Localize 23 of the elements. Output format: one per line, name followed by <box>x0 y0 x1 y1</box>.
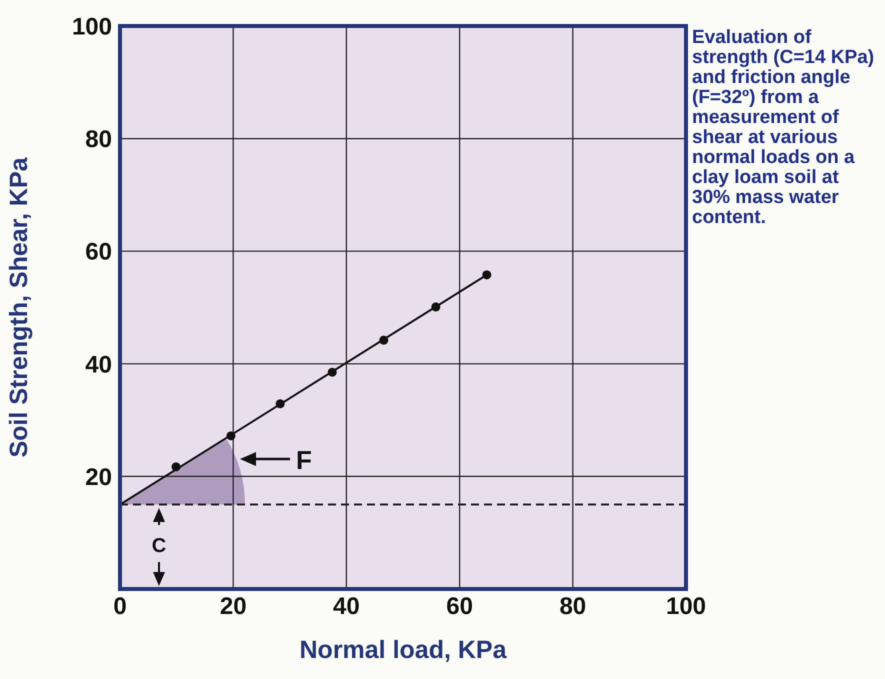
y-tick-label: 40 <box>85 351 112 378</box>
x-tick-label: 80 <box>559 593 586 620</box>
point <box>379 336 388 345</box>
x-tick-label: 20 <box>220 593 247 620</box>
y-tick-label: 100 <box>72 14 112 41</box>
text: Evaluation of strength (C=14 KPa) and friction angle (F=32º) from a measurement of shear at various normal loads on a clay loam soil at 30% mass water content. <box>692 27 874 228</box>
x-tick-label: 40 <box>333 593 360 620</box>
y-tick-label: 60 <box>85 238 112 266</box>
point <box>431 302 440 312</box>
point <box>482 270 492 280</box>
x-tick-label: 100 <box>666 593 706 620</box>
x-tick-label: 0 <box>113 593 127 620</box>
x-tick-label: 60 <box>446 593 473 620</box>
annotation: C <box>152 535 166 557</box>
point <box>172 462 181 472</box>
x-axis-title: Normal load, KPa <box>300 636 508 664</box>
point <box>328 368 337 377</box>
y-axis-title: Soil Strength, Shear, KPa <box>4 156 33 458</box>
point <box>276 399 285 408</box>
point <box>226 431 236 440</box>
y-tick-label: 80 <box>85 126 112 154</box>
annotation: F <box>296 445 312 475</box>
y-tick-label: 20 <box>85 464 112 491</box>
